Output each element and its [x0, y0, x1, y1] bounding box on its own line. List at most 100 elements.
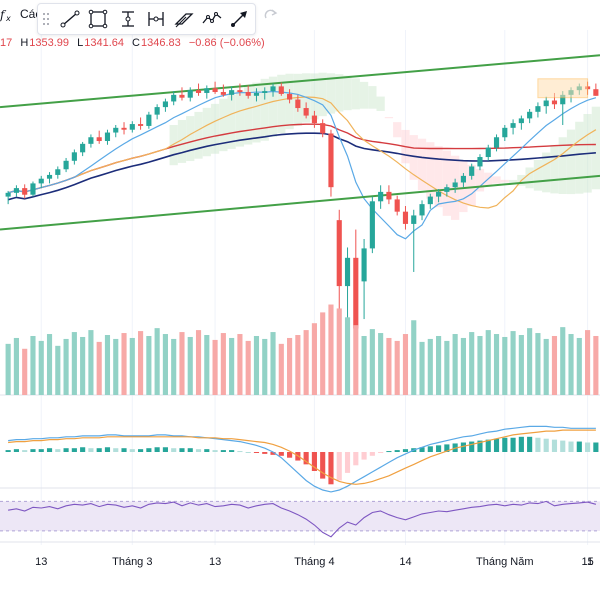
candle-body	[88, 137, 94, 144]
candle-body	[344, 257, 351, 287]
candle	[328, 129, 334, 197]
macd-histogram-bar	[129, 449, 135, 452]
ma-long-line	[7, 132, 596, 201]
candle-body	[55, 169, 61, 175]
volume-bar	[502, 336, 508, 395]
parallel-channel-icon[interactable]	[172, 8, 196, 30]
indicators-label[interactable]: Các	[20, 7, 42, 21]
rectangle-icon[interactable]	[86, 8, 110, 30]
high-key: H	[20, 37, 29, 49]
macd-histogram-bar	[104, 447, 111, 452]
macd-histogram-bar	[353, 452, 359, 466]
candle	[162, 98, 168, 112]
macd-histogram-bar	[22, 450, 28, 452]
svg-text:x: x	[5, 14, 11, 23]
candle-body	[311, 115, 317, 124]
cloud-segment	[442, 150, 451, 216]
candle	[436, 189, 442, 203]
candle	[129, 121, 135, 133]
candle	[469, 163, 475, 180]
candle-body	[419, 204, 425, 216]
macd-histogram-bar	[311, 452, 317, 471]
candle-body	[245, 92, 251, 96]
macd-histogram-bar	[253, 452, 260, 453]
candle	[171, 91, 177, 106]
candle	[460, 173, 466, 188]
candle-body	[287, 93, 293, 100]
candle-body	[444, 187, 450, 192]
candle	[353, 229, 359, 338]
candle	[229, 86, 235, 101]
highlight-rectangle	[537, 78, 589, 99]
macd-histogram-bar	[485, 439, 491, 452]
volume-bar	[30, 335, 36, 395]
redo-icon[interactable]	[262, 6, 280, 24]
volume-bar	[22, 348, 28, 395]
drag-handle-icon[interactable]	[42, 12, 50, 26]
volume-bar	[485, 330, 491, 395]
macd-histogram-bar	[71, 448, 77, 452]
macd-histogram-bar	[502, 437, 508, 452]
volume-bar	[585, 330, 591, 395]
macd-histogram-bar	[171, 448, 177, 452]
cloud-segment	[194, 111, 203, 159]
volume-bar	[204, 335, 210, 395]
macd-histogram-bar	[270, 452, 276, 455]
macd-histogram-bar	[5, 450, 11, 452]
candle	[262, 87, 268, 100]
volume-bar	[394, 340, 400, 395]
cloud-segment	[533, 159, 543, 191]
macd-histogram-bar	[162, 447, 168, 452]
candle-body	[71, 152, 77, 161]
cloud-segment	[467, 164, 476, 207]
volume-bar	[129, 337, 135, 395]
candle-body	[229, 90, 235, 95]
path-icon[interactable]	[200, 8, 224, 30]
vertical-measure-icon[interactable]	[116, 8, 140, 30]
x-tick-label: 14	[399, 556, 412, 568]
candle	[287, 89, 293, 104]
volume-bar	[320, 312, 326, 395]
candle-body	[195, 90, 202, 93]
candle	[502, 125, 508, 142]
arrow-marker-icon[interactable]	[228, 8, 252, 30]
cloud-segment	[434, 146, 443, 208]
volume-bar	[104, 335, 111, 395]
volume-bar	[187, 336, 193, 395]
volume-bar	[419, 341, 425, 395]
volume-bar	[46, 334, 53, 395]
candle-body	[593, 89, 599, 96]
macd-histogram-bar	[344, 452, 351, 473]
cloud-segment	[525, 167, 534, 189]
candle-body	[378, 191, 384, 202]
macd-histogram-bar	[369, 452, 375, 456]
cloud-segment	[252, 82, 261, 143]
volume-bar	[568, 334, 574, 395]
macd-histogram-bar	[444, 444, 450, 452]
cloud-segment	[244, 86, 253, 145]
horizontal-measure-icon[interactable]	[144, 8, 168, 30]
macd-histogram-bar	[113, 448, 119, 452]
cloud-segment	[169, 125, 178, 166]
macd-histogram-bar	[551, 439, 558, 452]
volume-bar	[452, 334, 458, 395]
candle	[5, 190, 11, 205]
macd-pane	[5, 425, 599, 493]
x-tick-label: 13	[35, 556, 48, 568]
volume-bar	[229, 337, 235, 395]
macd-histogram-bar	[386, 451, 392, 453]
volume-bars	[5, 304, 599, 395]
candle-body	[502, 127, 508, 138]
candle	[46, 172, 53, 184]
cloud-segment	[542, 152, 551, 193]
macd-histogram-bar	[287, 452, 293, 458]
candle-body	[179, 94, 185, 98]
macd-histogram-bar	[195, 449, 202, 452]
candle-body	[386, 191, 392, 200]
volume-bar	[328, 304, 334, 395]
volume-bar	[303, 330, 309, 395]
trend-line-icon[interactable]	[58, 8, 82, 30]
candle	[543, 96, 549, 114]
